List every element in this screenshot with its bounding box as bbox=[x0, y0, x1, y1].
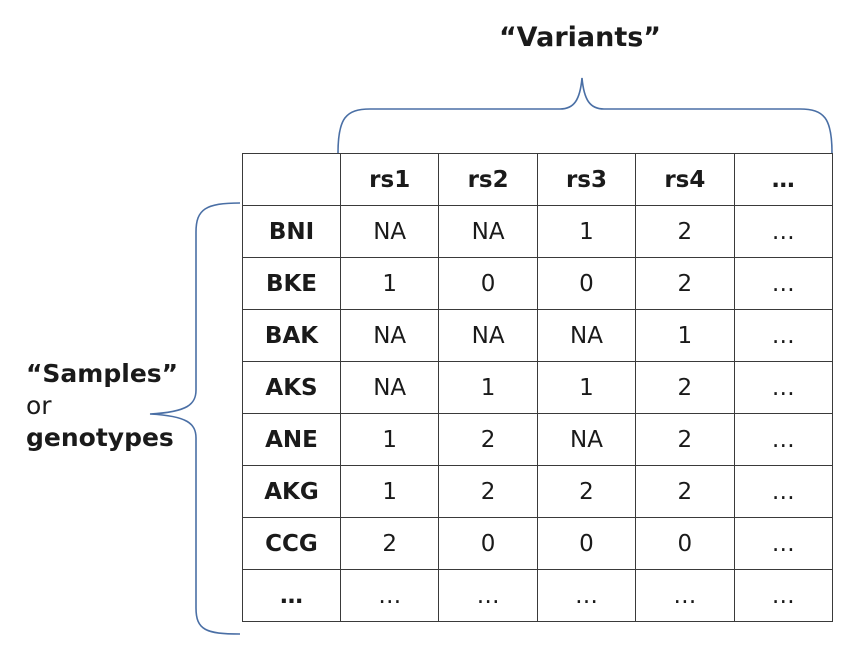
genotype-cell: … bbox=[536, 569, 637, 622]
table-row: ANE 1 2 NA 2… bbox=[242, 413, 833, 466]
header-corner-cell bbox=[242, 153, 341, 206]
column-header: rs3 bbox=[536, 153, 637, 206]
samples-label: “Samples” or genotypes bbox=[26, 358, 178, 454]
genotype-cell: 1 bbox=[339, 413, 440, 466]
genotype-cell: 0 bbox=[438, 517, 538, 570]
header-row: rs1 rs2 rs3 rs4… bbox=[242, 153, 833, 206]
genotype-cell: 2 bbox=[635, 361, 735, 414]
genotype-cell: 1 bbox=[339, 465, 440, 518]
sample-name-cell: … bbox=[242, 569, 341, 622]
variants-label: “Variants” bbox=[498, 22, 662, 53]
genotype-cell: 2 bbox=[635, 413, 735, 466]
genotype-cell: … bbox=[339, 569, 440, 622]
column-header: rs1 bbox=[339, 153, 440, 206]
genotype-cell: NA bbox=[339, 361, 440, 414]
genotype-cell: NA bbox=[438, 309, 538, 362]
sample-name-cell: ANE bbox=[242, 413, 341, 466]
table-row: AKS NA 1 1 2… bbox=[242, 361, 833, 414]
samples-label-line1: “Samples” bbox=[26, 359, 179, 388]
genotype-cell: 2 bbox=[635, 465, 735, 518]
genotype-cell: 2 bbox=[635, 257, 735, 310]
genotype-cell: NA bbox=[339, 309, 440, 362]
genotype-cell: NA bbox=[339, 205, 440, 258]
genotype-cell: … bbox=[733, 309, 833, 362]
table-row: AKG 1 2 2 2… bbox=[242, 465, 833, 518]
genotype-cell: 1 bbox=[635, 309, 735, 362]
genotype-cell: … bbox=[733, 257, 833, 310]
genotype-cell: … bbox=[733, 465, 833, 518]
genotype-cell: 1 bbox=[536, 361, 637, 414]
table-body: BNI NA NA 1 2… BKE 1 0 0 2… BAK NA NA NA 1… AKS NA 1 1 2… AN… bbox=[242, 205, 833, 622]
genotype-cell: 2 bbox=[635, 205, 735, 258]
sample-name-cell: AKS bbox=[242, 361, 341, 414]
variants-brace bbox=[337, 77, 833, 154]
table-row: BAK NA NA NA 1… bbox=[242, 309, 833, 362]
genotype-cell: 2 bbox=[438, 413, 538, 466]
column-header: … bbox=[733, 153, 833, 206]
sample-name-cell: CCG bbox=[242, 517, 341, 570]
genotype-cell: 2 bbox=[536, 465, 637, 518]
genotype-cell: 2 bbox=[339, 517, 440, 570]
genotype-cell: 0 bbox=[536, 517, 637, 570]
genotype-cell: 2 bbox=[438, 465, 538, 518]
genotype-cell: NA bbox=[438, 205, 538, 258]
samples-label-line3: genotypes bbox=[26, 423, 174, 452]
table-row: ……………… bbox=[242, 569, 833, 622]
genotype-cell: … bbox=[733, 361, 833, 414]
table-row: CCG 2 0 0 0… bbox=[242, 517, 833, 570]
genotype-cell: 1 bbox=[438, 361, 538, 414]
genotype-cell: 0 bbox=[635, 517, 735, 570]
genotype-cell: 1 bbox=[536, 205, 637, 258]
genotype-cell: … bbox=[733, 569, 833, 622]
genotype-table: rs1 rs2 rs3 rs4… BNI NA NA 1 2… BKE 1 0 0 2… BAK NA NA N… bbox=[242, 153, 833, 622]
column-header: rs2 bbox=[438, 153, 538, 206]
table-row: BKE 1 0 0 2… bbox=[242, 257, 833, 310]
sample-name-cell: AKG bbox=[242, 465, 341, 518]
genotype-cell: 1 bbox=[339, 257, 440, 310]
sample-name-cell: BNI bbox=[242, 205, 341, 258]
genotype-cell: … bbox=[438, 569, 538, 622]
genotype-cell: NA bbox=[536, 309, 637, 362]
table-row: BNI NA NA 1 2… bbox=[242, 205, 833, 258]
genotype-cell: 0 bbox=[536, 257, 637, 310]
genotype-cell: … bbox=[635, 569, 735, 622]
genotype-cell: 0 bbox=[438, 257, 538, 310]
sample-name-cell: BAK bbox=[242, 309, 341, 362]
genotype-cell: NA bbox=[536, 413, 637, 466]
column-header: rs4 bbox=[635, 153, 735, 206]
genotype-cell: … bbox=[733, 205, 833, 258]
samples-label-line2: or bbox=[26, 391, 52, 420]
genotype-cell: … bbox=[733, 413, 833, 466]
genotype-cell: … bbox=[733, 517, 833, 570]
sample-name-cell: BKE bbox=[242, 257, 341, 310]
